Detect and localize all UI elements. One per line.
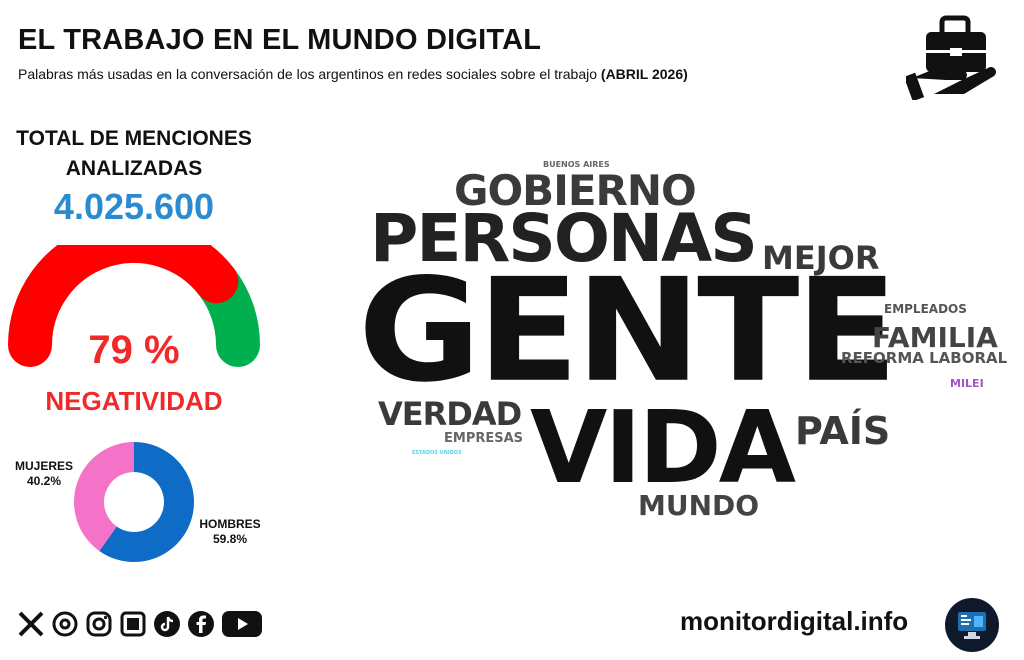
social-icons-bar <box>16 606 264 642</box>
word-empleados: EMPLEADOS <box>884 302 967 316</box>
word-pais: PAÍS <box>795 409 891 453</box>
donut-slice-women <box>73 442 134 551</box>
negativity-label: NEGATIVIDAD <box>45 386 223 416</box>
word-cloud: GENTE VIDA PERSONAS GOBIERNO MEJOR VERDA… <box>290 140 1010 540</box>
word-empresas: EMPRESAS <box>444 431 524 446</box>
threads-icon[interactable] <box>50 609 80 639</box>
women-label: MUJERES <box>14 459 73 473</box>
tabloid-icon[interactable] <box>118 609 148 639</box>
page-title: EL TRABAJO EN EL MUNDO DIGITAL <box>18 24 542 56</box>
word-mejor: MEJOR <box>762 239 880 277</box>
word-buenos-aires: BUENOS AIRES <box>543 160 610 169</box>
subtitle-text: Palabras más usadas en la conversación d… <box>18 66 598 82</box>
men-legend: HOMBRES 59.8% <box>190 517 270 547</box>
word-personas: PERSONAS <box>370 200 758 277</box>
negativity-percent: 79 % <box>88 328 180 372</box>
women-percent: 40.2% <box>26 474 62 488</box>
x-icon[interactable] <box>16 609 46 639</box>
word-mundo: MUNDO <box>638 489 760 522</box>
men-percent: 59.8% <box>212 532 248 546</box>
word-gobierno: GOBIERNO <box>454 166 697 215</box>
word-verdad: VERDAD <box>378 395 522 433</box>
gender-donut-chart <box>73 442 194 562</box>
word-milei: MILEI <box>950 377 984 390</box>
website-url[interactable]: monitordigital.info <box>680 606 909 636</box>
donut-slice-men <box>99 442 194 562</box>
word-familia: FAMILIA <box>872 321 998 354</box>
word-reforma-laboral: REFORMA LABORAL <box>841 349 1008 367</box>
subtitle-period: (ABRIL 2026) <box>600 66 688 82</box>
facebook-icon[interactable] <box>186 609 216 639</box>
total-mentions-label: TOTAL DE MENCIONES ANALIZADAS <box>16 127 252 180</box>
monitor-icon <box>945 598 999 652</box>
women-legend: MUJERES 40.2% <box>8 459 80 489</box>
gauge-negative-arc <box>8 245 239 367</box>
word-gente: GENTE <box>358 248 898 414</box>
briefcase-hand-icon <box>906 15 996 100</box>
word-vida: VIDA <box>530 389 796 506</box>
negativity-gauge <box>8 245 260 367</box>
tiktok-icon[interactable] <box>152 609 182 639</box>
instagram-icon[interactable] <box>84 609 114 639</box>
youtube-icon[interactable] <box>220 609 264 639</box>
page-subtitle: Palabras más usadas en la conversación d… <box>18 66 688 82</box>
men-label: HOMBRES <box>199 517 261 531</box>
word-estados-unidos: ESTADOS UNIDOS <box>412 450 462 456</box>
total-mentions-value: 4.025.600 <box>53 186 215 227</box>
